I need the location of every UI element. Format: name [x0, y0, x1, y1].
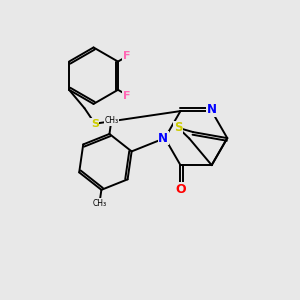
Text: CH₃: CH₃	[104, 116, 118, 125]
Text: F: F	[123, 51, 130, 61]
Text: F: F	[123, 91, 130, 101]
Text: S: S	[174, 121, 182, 134]
Text: CH₃: CH₃	[92, 199, 106, 208]
Text: S: S	[91, 119, 99, 129]
Text: O: O	[175, 183, 186, 196]
Text: N: N	[207, 103, 217, 116]
Text: N: N	[158, 132, 168, 145]
